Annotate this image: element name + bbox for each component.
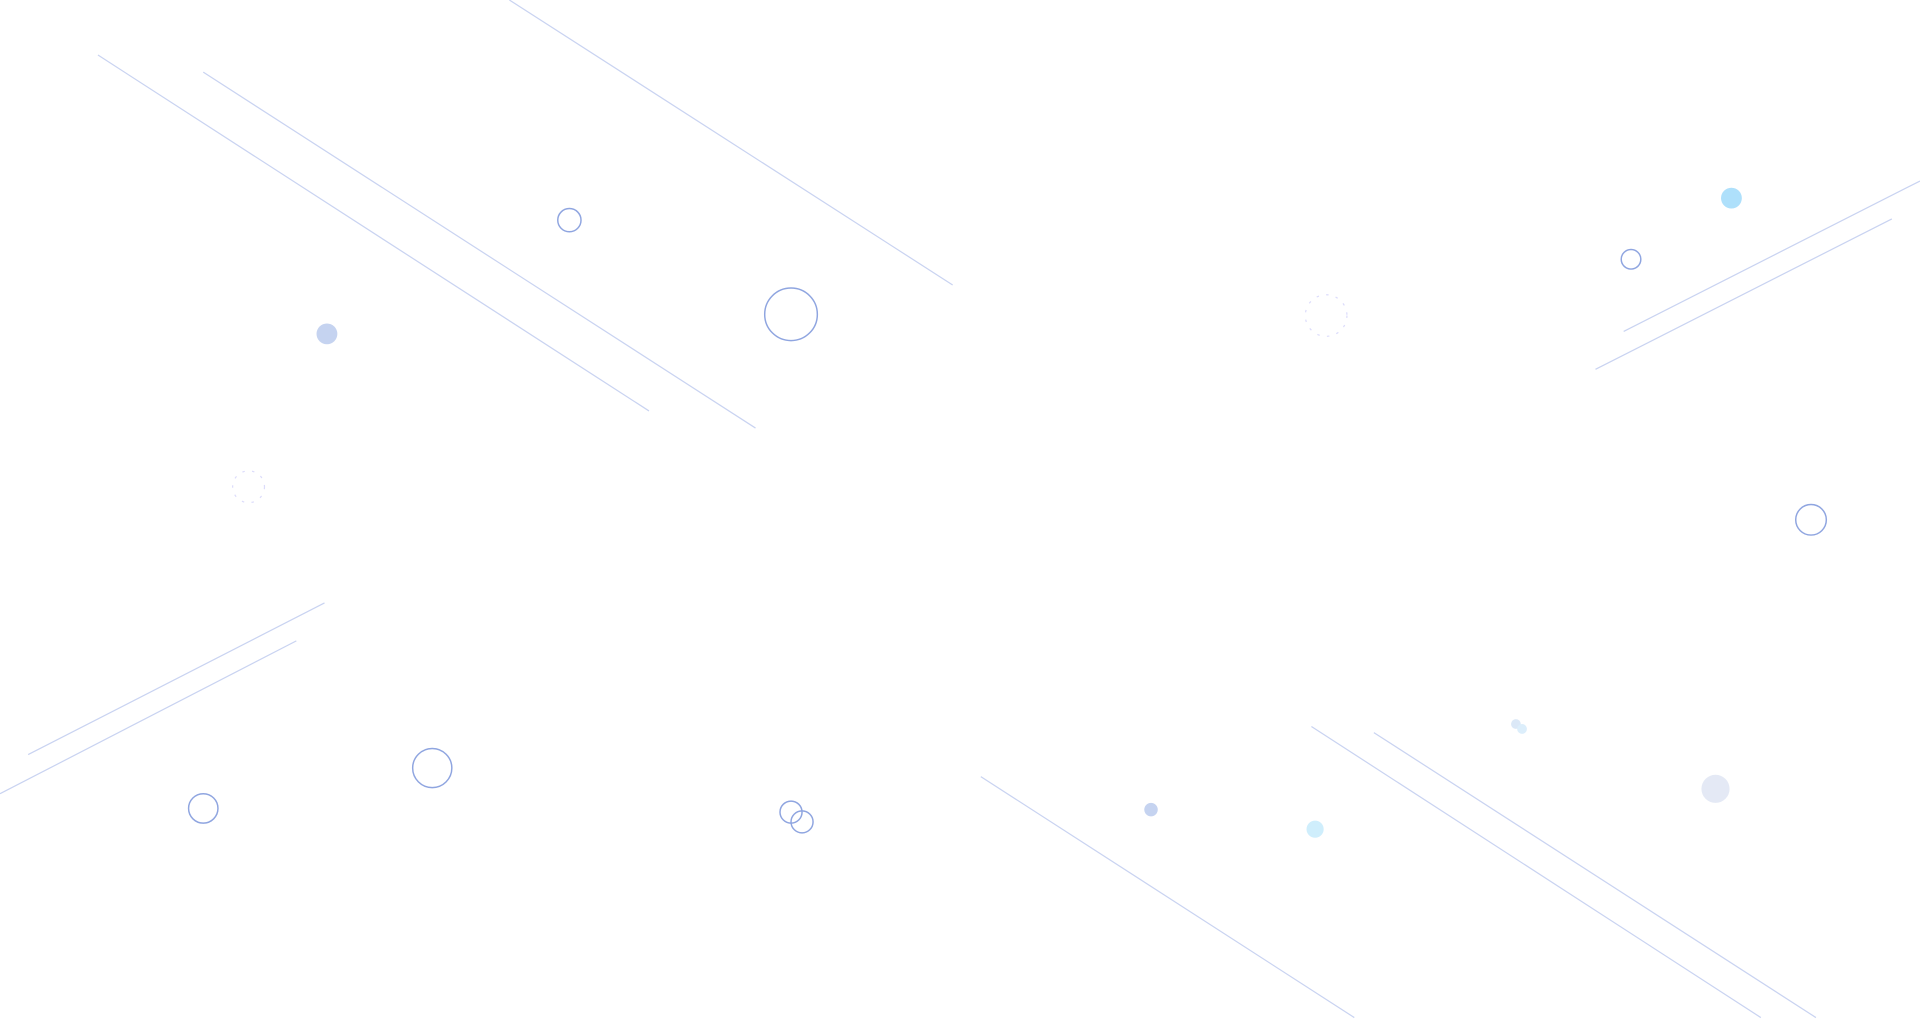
decorative-ring [1794,503,1828,536]
decorative-ring [1620,248,1642,270]
decorative-line [27,602,325,756]
decorative-faint-ring [1304,294,1348,337]
decorative-dot [1306,820,1324,838]
decorative-line [0,640,297,795]
decorative-line [980,776,1355,1019]
decorative-line [1373,732,1817,1019]
decorative-ring [411,747,453,789]
decorative-line [509,0,953,286]
decorative-line [1623,180,1920,332]
decorative-dot [316,323,338,345]
decorative-line [1595,218,1893,370]
decorative-ring [790,810,814,834]
decorative-dot [1144,802,1158,817]
decorative-line [1311,725,1762,1019]
decorative-ring [557,207,582,233]
decorative-dot [1517,724,1527,734]
decorative-dot [1721,187,1742,209]
decorative-dot [1701,774,1730,803]
decorative-line [202,71,756,429]
decorative-ring [763,287,819,342]
decorative-faint-ring [232,470,266,504]
decorative-ring [187,793,219,824]
decorative-line [97,54,650,412]
